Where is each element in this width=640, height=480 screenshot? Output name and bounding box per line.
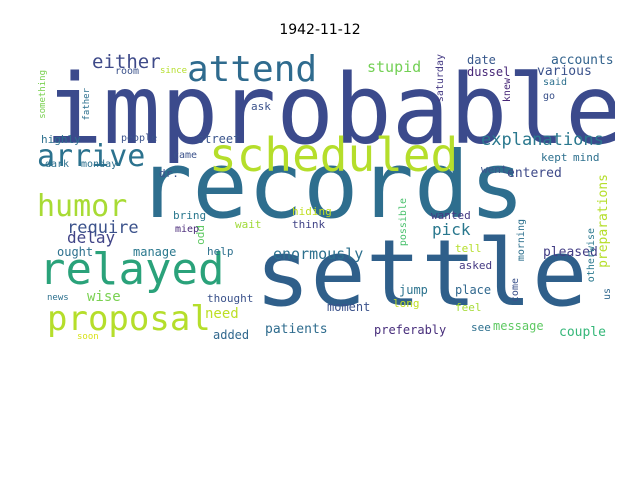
word-manage: manage — [133, 245, 177, 259]
word-pleased: pleased — [543, 245, 598, 260]
word-ought: ought — [57, 245, 94, 259]
word-attend: attend — [187, 50, 318, 90]
word-various: various — [537, 64, 592, 79]
word-arrive: arrive — [37, 139, 146, 174]
word-miep: miep — [175, 224, 200, 235]
word-since: since — [160, 66, 188, 76]
word-news: news — [47, 293, 69, 303]
word-jump: jump — [399, 283, 428, 297]
word-hiding: hiding — [292, 205, 332, 218]
word-knew: knew — [502, 78, 513, 103]
word-require: require — [67, 218, 139, 238]
word-records: records — [137, 132, 525, 239]
word-go: go — [543, 91, 556, 102]
word-thought: thought — [207, 292, 254, 305]
word-soon: soon — [77, 332, 99, 342]
word-accounts: accounts — [551, 53, 614, 68]
word-wanted: wanted — [431, 209, 471, 222]
chart-title: 1942-11-12 — [279, 22, 361, 38]
word-something: something — [38, 70, 48, 119]
word-wise: wise — [87, 289, 121, 305]
word-preparations: preparations — [596, 174, 611, 268]
word-possible: possible — [398, 198, 409, 247]
word-enormously: enormously — [273, 245, 364, 263]
word-humor: humor — [37, 189, 128, 224]
word-place: place — [455, 283, 492, 297]
word-proposal: proposal — [47, 299, 211, 339]
word-cloud: improbable records settle scheduled relayed a… — [37, 50, 615, 350]
word-came: came — [173, 150, 198, 161]
word-father: father — [82, 88, 92, 121]
word-morning: morning — [516, 219, 527, 262]
word-feel: feel — [455, 301, 482, 314]
word-message: message — [493, 319, 544, 333]
word-dussel: dussel — [467, 65, 511, 79]
word-monday: monday — [81, 159, 118, 170]
word-think: think — [292, 218, 326, 231]
word-highly: highly — [41, 133, 81, 146]
word-street: street — [197, 132, 241, 146]
word-room: room — [115, 66, 140, 77]
word-stupid: stupid — [367, 58, 422, 76]
word-either: either — [92, 51, 161, 73]
word-tell: tell — [455, 242, 482, 255]
word-said: said — [543, 77, 568, 88]
word-otherwise: otherwise — [586, 228, 597, 283]
word-moment: moment — [327, 300, 371, 314]
word-relayed: relayed — [39, 244, 225, 295]
word-entered: entered — [507, 166, 562, 181]
word-explanations: explanations — [481, 130, 604, 150]
word-pick: pick — [432, 220, 471, 239]
word-ask: ask — [251, 100, 271, 113]
word-scheduled: scheduled — [209, 128, 459, 182]
word-help: help — [207, 245, 234, 258]
word-us: us — [602, 288, 613, 301]
word-dark: dark — [45, 159, 70, 170]
word-went: went — [481, 163, 508, 176]
word-saturday: saturday — [435, 54, 446, 103]
word-wait: wait — [235, 218, 262, 231]
word-couple: couple — [559, 325, 606, 340]
word-come: come — [510, 278, 521, 303]
word-see: see — [471, 321, 491, 334]
word-long: long — [393, 297, 420, 310]
word-bring: bring — [173, 209, 207, 222]
word-settle: settle — [255, 220, 588, 327]
word-kept: kept — [541, 151, 568, 164]
word-patients: patients — [265, 322, 328, 337]
word-date: date — [467, 53, 496, 67]
word-improbable: improbable — [45, 54, 615, 166]
word-need: need — [205, 306, 239, 322]
word-added: added — [213, 328, 250, 342]
word-delay: delay — [67, 228, 116, 247]
word-people: people — [121, 133, 158, 144]
word-dr: dr. — [159, 167, 179, 180]
word-mind: mind — [573, 151, 600, 164]
word-preferably: preferably — [374, 323, 447, 337]
word-asked: asked — [459, 259, 493, 272]
